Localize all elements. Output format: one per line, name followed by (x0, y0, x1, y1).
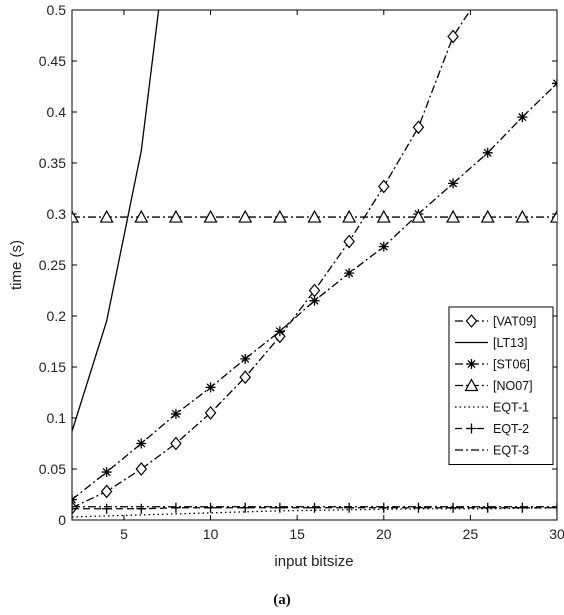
x-tick-label: 25 (463, 526, 479, 542)
data-point-eqt-2 (482, 502, 493, 513)
series-eqt-2 (72, 502, 557, 514)
legend-marker (466, 359, 477, 369)
legend-marker (465, 314, 478, 328)
data-point-st06 (136, 438, 147, 449)
data-point-eqt-2 (240, 502, 251, 513)
chart: 5 10 15 20 25 30 0 0.05 0.1 0.15 0.2 0.25 0.3 0.35 0.4… (8, 2, 564, 570)
legend-label: EQT-2 (493, 422, 529, 436)
y-tick-label: 0.45 (39, 53, 66, 69)
y-axis-label: time (s) (8, 240, 25, 290)
data-point-eqt-2 (413, 502, 424, 513)
y-tick-label: 0.3 (47, 206, 67, 222)
data-point-eqt-2 (309, 502, 320, 513)
x-axis-label: input bitsize (274, 553, 353, 570)
data-point-st06 (448, 178, 459, 189)
data-point-st06 (205, 382, 216, 393)
legend-item-lt13: [LT13] (455, 336, 528, 350)
y-tick-label: 0.15 (39, 359, 66, 375)
series-lt13 (72, 10, 160, 432)
legend-label: EQT-3 (493, 444, 529, 458)
legend-item-vat09: [VAT09] (455, 314, 536, 329)
figure-caption: (a) (273, 592, 291, 608)
data-point-st06 (552, 78, 557, 89)
x-tick-label: 30 (549, 526, 564, 542)
x-tick-label: 10 (203, 526, 219, 542)
y-tick-label: 0.2 (47, 308, 67, 324)
y-tick-label: 0.4 (47, 104, 67, 120)
data-point-no07 (342, 209, 357, 223)
data-point-st06 (101, 467, 112, 478)
data-point-vat09 (239, 370, 251, 385)
legend-label: EQT-1 (493, 401, 529, 415)
data-point-st06 (378, 241, 389, 252)
data-point-no07 (515, 209, 530, 223)
x-tick-label: 15 (289, 526, 305, 542)
data-point-vat09 (170, 436, 182, 451)
data-point-eqt-2 (517, 502, 528, 513)
data-point-eqt-2 (101, 503, 112, 514)
legend-item-eqt-2: EQT-2 (455, 422, 529, 436)
legend-label: [LT13] (493, 336, 528, 350)
y-tick-label: 0 (58, 512, 66, 528)
data-point-st06 (482, 147, 493, 158)
data-point-vat09 (378, 179, 390, 194)
data-point-vat09 (72, 500, 78, 515)
series-vat09 (72, 10, 471, 515)
y-tick-label: 0.05 (39, 461, 66, 477)
data-point-no07 (203, 209, 218, 223)
data-point-vat09 (100, 484, 113, 499)
legend: [VAT09] [LT13] [ST06] [NO07] EQT-1 EQT-2 EQT-3 (448, 306, 554, 465)
data-point-eqt-2 (170, 502, 181, 513)
x-tick-label: 20 (376, 526, 392, 542)
data-point-st06 (240, 353, 251, 364)
legend-item-st06: [ST06] (455, 358, 530, 372)
data-point-vat09 (412, 120, 425, 135)
data-point-no07 (411, 209, 426, 223)
x-tick-label: 5 (120, 526, 128, 542)
y-tick-label: 0.25 (39, 257, 66, 273)
data-point-eqt-2 (72, 503, 77, 514)
data-point-eqt-2 (274, 502, 285, 513)
legend-marker (466, 423, 477, 434)
data-point-eqt-2 (448, 502, 459, 513)
data-point-no07 (307, 209, 322, 223)
data-point-vat09 (204, 405, 217, 420)
data-point-no07 (272, 209, 287, 223)
legend-label: [ST06] (493, 358, 530, 372)
data-point-eqt-2 (136, 503, 147, 514)
legend-label: [NO07] (493, 379, 533, 393)
data-point-eqt-2 (344, 502, 355, 513)
series-no07 (72, 209, 557, 223)
legend-marker (464, 378, 479, 392)
data-point-no07 (168, 209, 183, 223)
data-point-no07 (99, 209, 114, 223)
data-point-eqt-2 (552, 502, 557, 513)
data-point-no07 (480, 209, 495, 223)
data-point-st06 (344, 268, 355, 279)
data-point-no07 (376, 209, 391, 223)
data-point-st06 (309, 295, 320, 306)
series-line-lt13 (72, 10, 160, 432)
data-point-st06 (517, 112, 528, 123)
data-point-no07 (134, 209, 149, 223)
data-point-vat09 (135, 462, 148, 476)
legend-item-eqt-1: EQT-1 (455, 401, 529, 415)
data-point-vat09 (343, 234, 355, 249)
data-point-no07 (446, 209, 461, 223)
legend-label: [VAT09] (493, 315, 536, 329)
data-point-vat09 (447, 29, 459, 44)
data-point-eqt-2 (378, 502, 389, 513)
y-tick-label: 0.1 (47, 410, 67, 426)
data-point-no07 (238, 209, 253, 223)
data-point-st06 (170, 408, 181, 419)
legend-item-eqt-3: EQT-3 (455, 444, 529, 458)
data-point-st06 (274, 326, 285, 337)
data-point-st06 (72, 494, 77, 505)
y-tick-label: 0.35 (39, 155, 66, 171)
legend-item-no07: [NO07] (455, 378, 533, 393)
data-point-eqt-2 (205, 502, 216, 513)
y-tick-label: 0.5 (47, 2, 67, 18)
